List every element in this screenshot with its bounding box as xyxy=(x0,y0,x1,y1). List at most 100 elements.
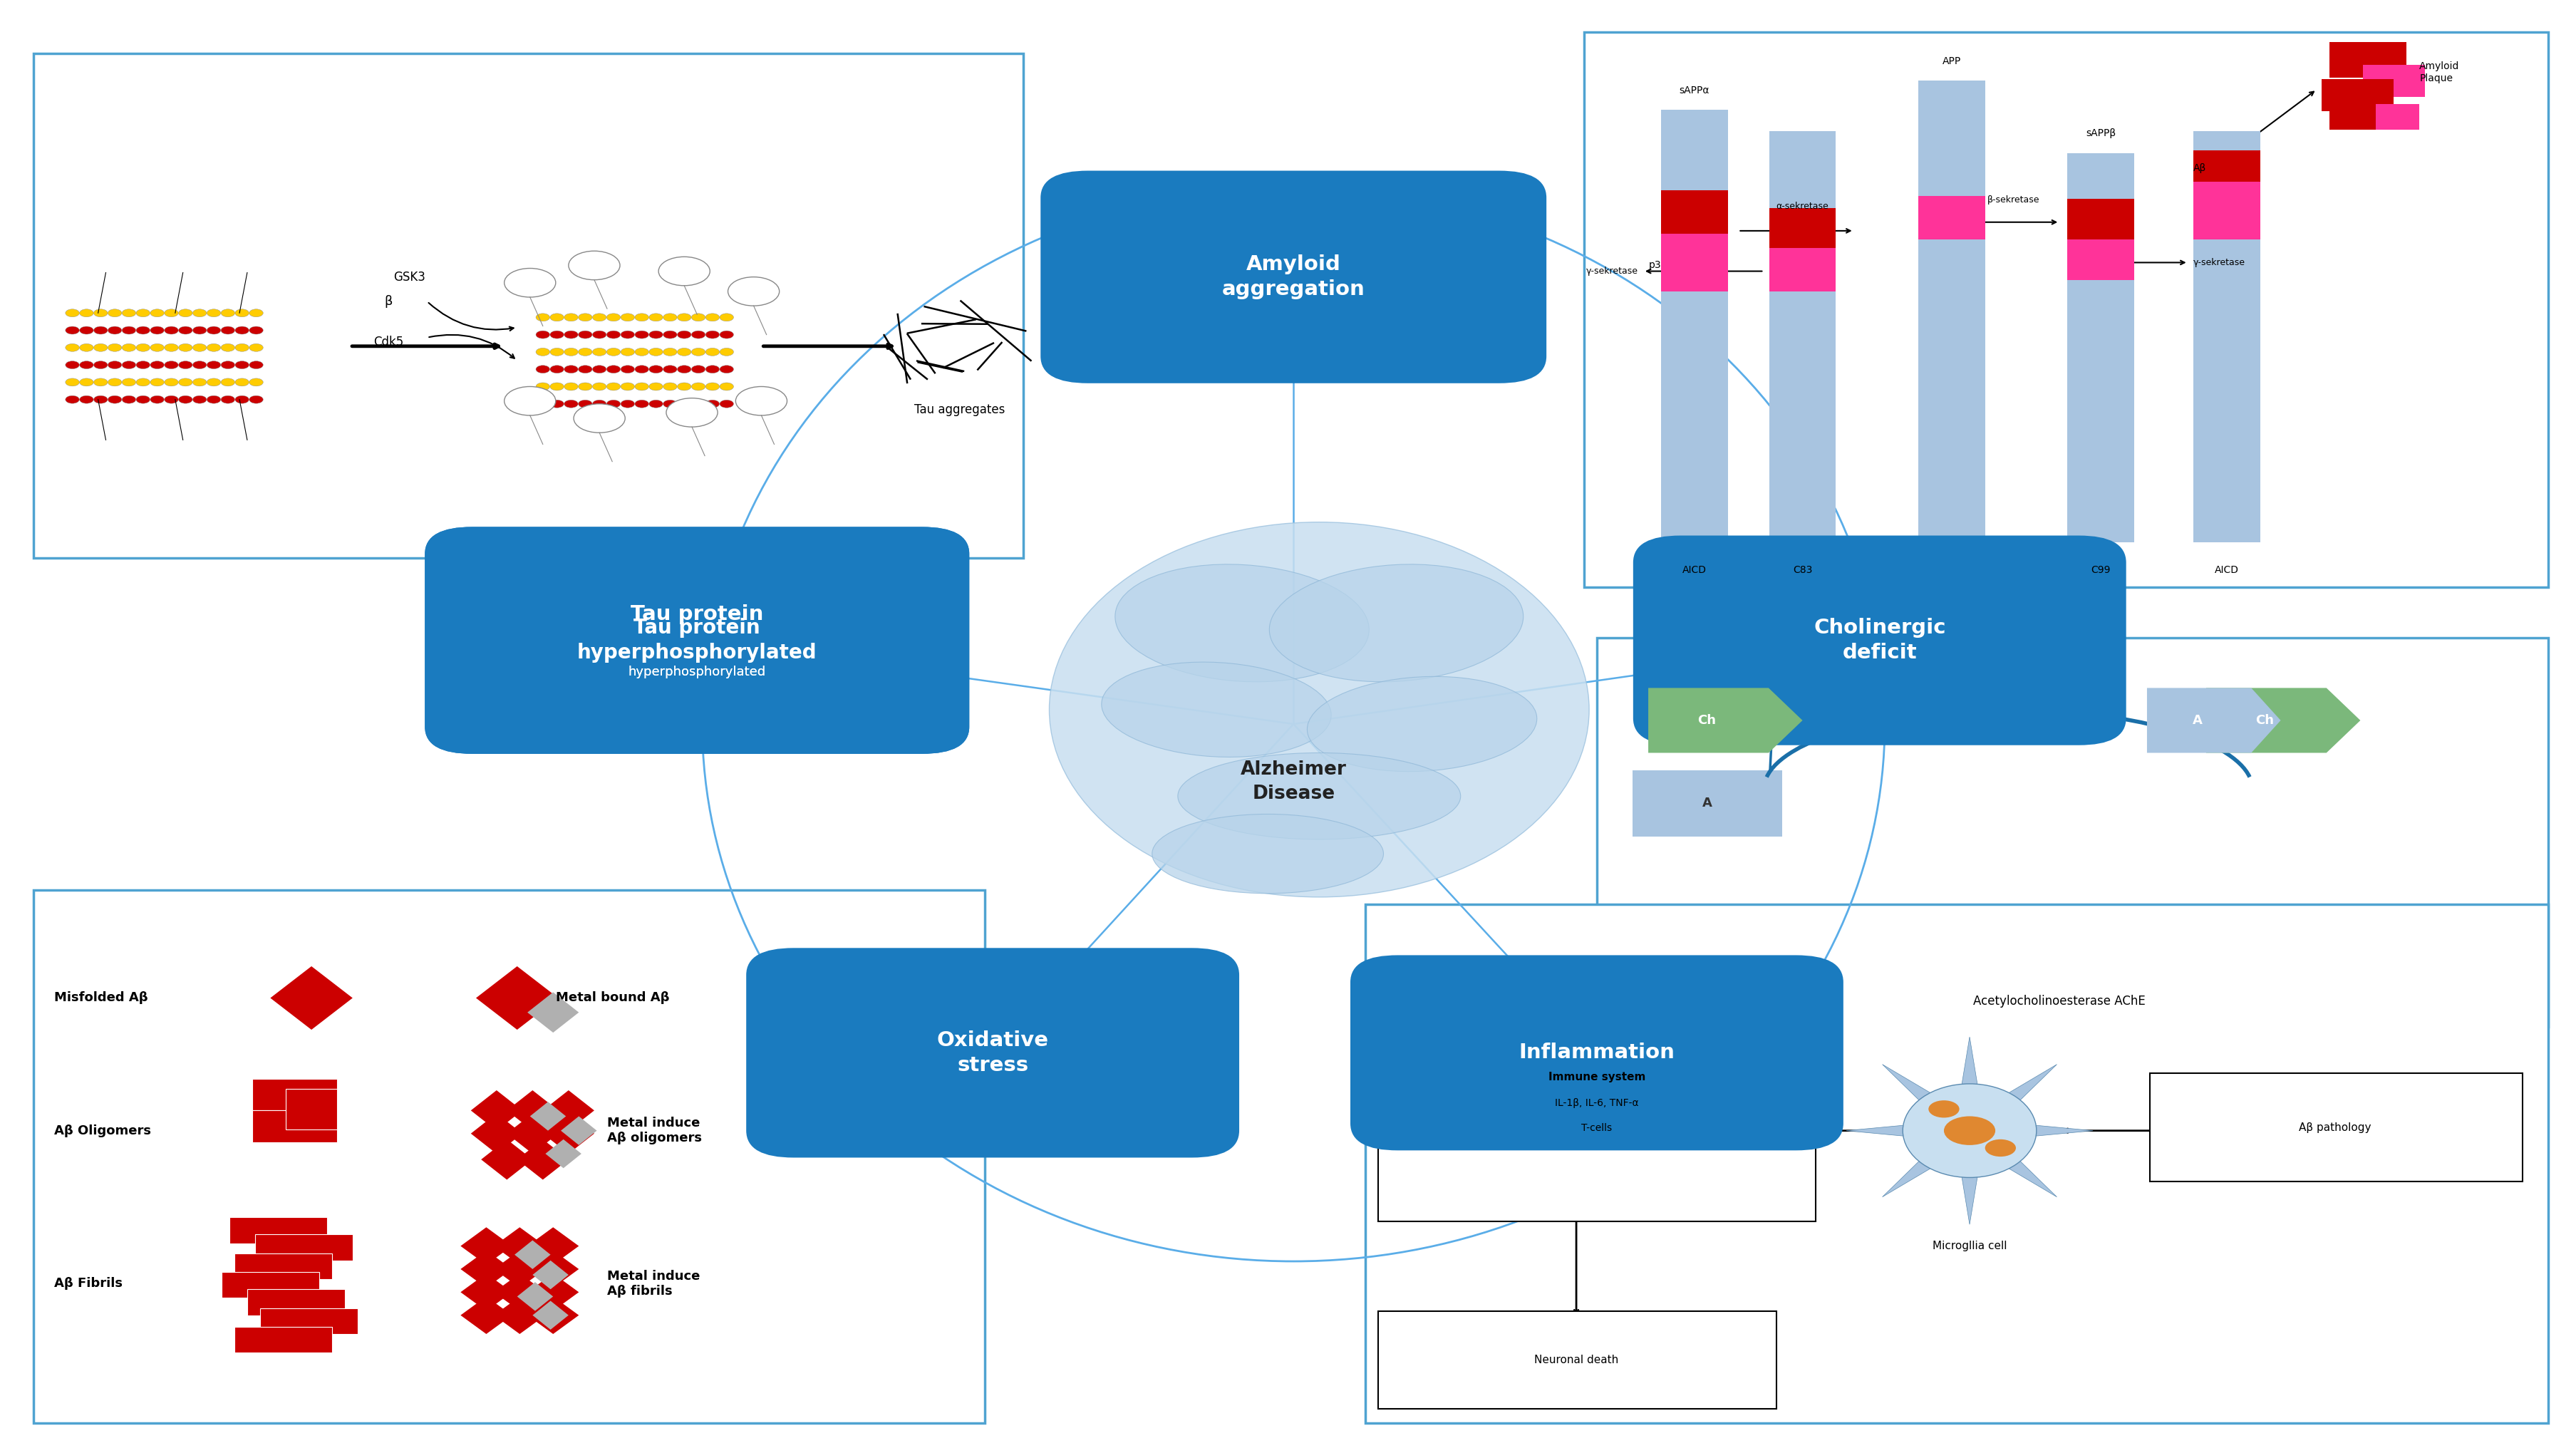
Circle shape xyxy=(649,382,662,391)
Circle shape xyxy=(690,313,706,321)
Polygon shape xyxy=(461,1296,513,1334)
FancyBboxPatch shape xyxy=(1378,1041,1816,1222)
Circle shape xyxy=(250,308,263,317)
Circle shape xyxy=(564,313,577,321)
Circle shape xyxy=(222,378,234,387)
Circle shape xyxy=(690,382,706,391)
Circle shape xyxy=(222,361,234,369)
Ellipse shape xyxy=(1306,676,1535,772)
Polygon shape xyxy=(461,1228,513,1264)
Bar xyxy=(222,1271,319,1297)
Text: Tau protein: Tau protein xyxy=(631,604,762,624)
Bar xyxy=(255,1235,353,1260)
Circle shape xyxy=(536,400,549,408)
Bar xyxy=(1662,233,1728,291)
Circle shape xyxy=(677,348,690,356)
Circle shape xyxy=(621,365,634,374)
Circle shape xyxy=(149,361,165,369)
Circle shape xyxy=(193,308,206,317)
Polygon shape xyxy=(1953,1037,1984,1131)
Ellipse shape xyxy=(1048,523,1589,898)
Circle shape xyxy=(165,308,178,317)
Circle shape xyxy=(80,343,93,352)
Polygon shape xyxy=(533,1260,569,1289)
Circle shape xyxy=(222,308,234,317)
Circle shape xyxy=(108,395,121,404)
Circle shape xyxy=(662,400,677,408)
Bar xyxy=(229,1218,327,1244)
Circle shape xyxy=(165,361,178,369)
Circle shape xyxy=(108,378,121,387)
Circle shape xyxy=(577,348,592,356)
Circle shape xyxy=(250,395,263,404)
Text: AICD: AICD xyxy=(2213,565,2239,575)
Circle shape xyxy=(719,313,734,321)
Circle shape xyxy=(634,382,649,391)
Circle shape xyxy=(137,378,149,387)
Circle shape xyxy=(64,361,80,369)
Circle shape xyxy=(505,387,556,416)
Polygon shape xyxy=(1953,1131,1984,1225)
Circle shape xyxy=(93,395,108,404)
Circle shape xyxy=(564,330,577,339)
Polygon shape xyxy=(1958,1122,2056,1197)
Text: Metal induce
Aβ oligomers: Metal induce Aβ oligomers xyxy=(608,1116,701,1144)
Polygon shape xyxy=(533,1300,569,1329)
Circle shape xyxy=(592,400,605,408)
Bar xyxy=(1917,197,1984,239)
Circle shape xyxy=(634,330,649,339)
FancyBboxPatch shape xyxy=(1597,637,2548,1027)
Circle shape xyxy=(677,365,690,374)
Circle shape xyxy=(206,343,222,352)
Text: Aβ Oligomers: Aβ Oligomers xyxy=(54,1124,152,1137)
Circle shape xyxy=(64,395,80,404)
Circle shape xyxy=(719,400,734,408)
FancyBboxPatch shape xyxy=(1350,956,1842,1150)
Text: Aβ pathology: Aβ pathology xyxy=(2298,1122,2370,1134)
Circle shape xyxy=(137,326,149,334)
Circle shape xyxy=(206,378,222,387)
Circle shape xyxy=(662,313,677,321)
Circle shape xyxy=(80,326,93,334)
FancyBboxPatch shape xyxy=(33,891,984,1423)
Circle shape xyxy=(621,400,634,408)
Text: AICD: AICD xyxy=(1682,565,1705,575)
Circle shape xyxy=(149,343,165,352)
FancyBboxPatch shape xyxy=(1365,904,2548,1423)
Circle shape xyxy=(719,348,734,356)
Circle shape xyxy=(536,330,549,339)
Ellipse shape xyxy=(1115,565,1368,682)
Circle shape xyxy=(149,308,165,317)
Circle shape xyxy=(649,313,662,321)
Circle shape xyxy=(634,400,649,408)
Circle shape xyxy=(234,343,250,352)
Circle shape xyxy=(592,382,605,391)
Circle shape xyxy=(549,382,564,391)
Bar xyxy=(2329,104,2375,130)
Text: Cdk5: Cdk5 xyxy=(374,336,404,349)
Circle shape xyxy=(505,268,556,297)
Circle shape xyxy=(206,361,222,369)
Circle shape xyxy=(564,365,577,374)
Circle shape xyxy=(690,400,706,408)
Ellipse shape xyxy=(1151,814,1383,893)
Text: C99: C99 xyxy=(2089,565,2110,575)
Circle shape xyxy=(677,382,690,391)
Circle shape xyxy=(577,382,592,391)
Bar xyxy=(260,1308,358,1334)
Circle shape xyxy=(677,400,690,408)
Circle shape xyxy=(729,277,778,306)
Circle shape xyxy=(592,365,605,374)
Circle shape xyxy=(690,365,706,374)
Polygon shape xyxy=(528,1273,580,1310)
Polygon shape xyxy=(544,1090,595,1131)
Circle shape xyxy=(577,313,592,321)
Text: IL-1β, IL-6, TNF-α: IL-1β, IL-6, TNF-α xyxy=(1553,1098,1638,1108)
Text: Tau aggregates: Tau aggregates xyxy=(914,403,1005,416)
Polygon shape xyxy=(495,1251,546,1287)
Bar xyxy=(1917,81,1984,543)
Circle shape xyxy=(80,361,93,369)
Bar xyxy=(247,1289,345,1315)
Bar xyxy=(1770,132,1837,543)
Polygon shape xyxy=(518,1140,569,1180)
